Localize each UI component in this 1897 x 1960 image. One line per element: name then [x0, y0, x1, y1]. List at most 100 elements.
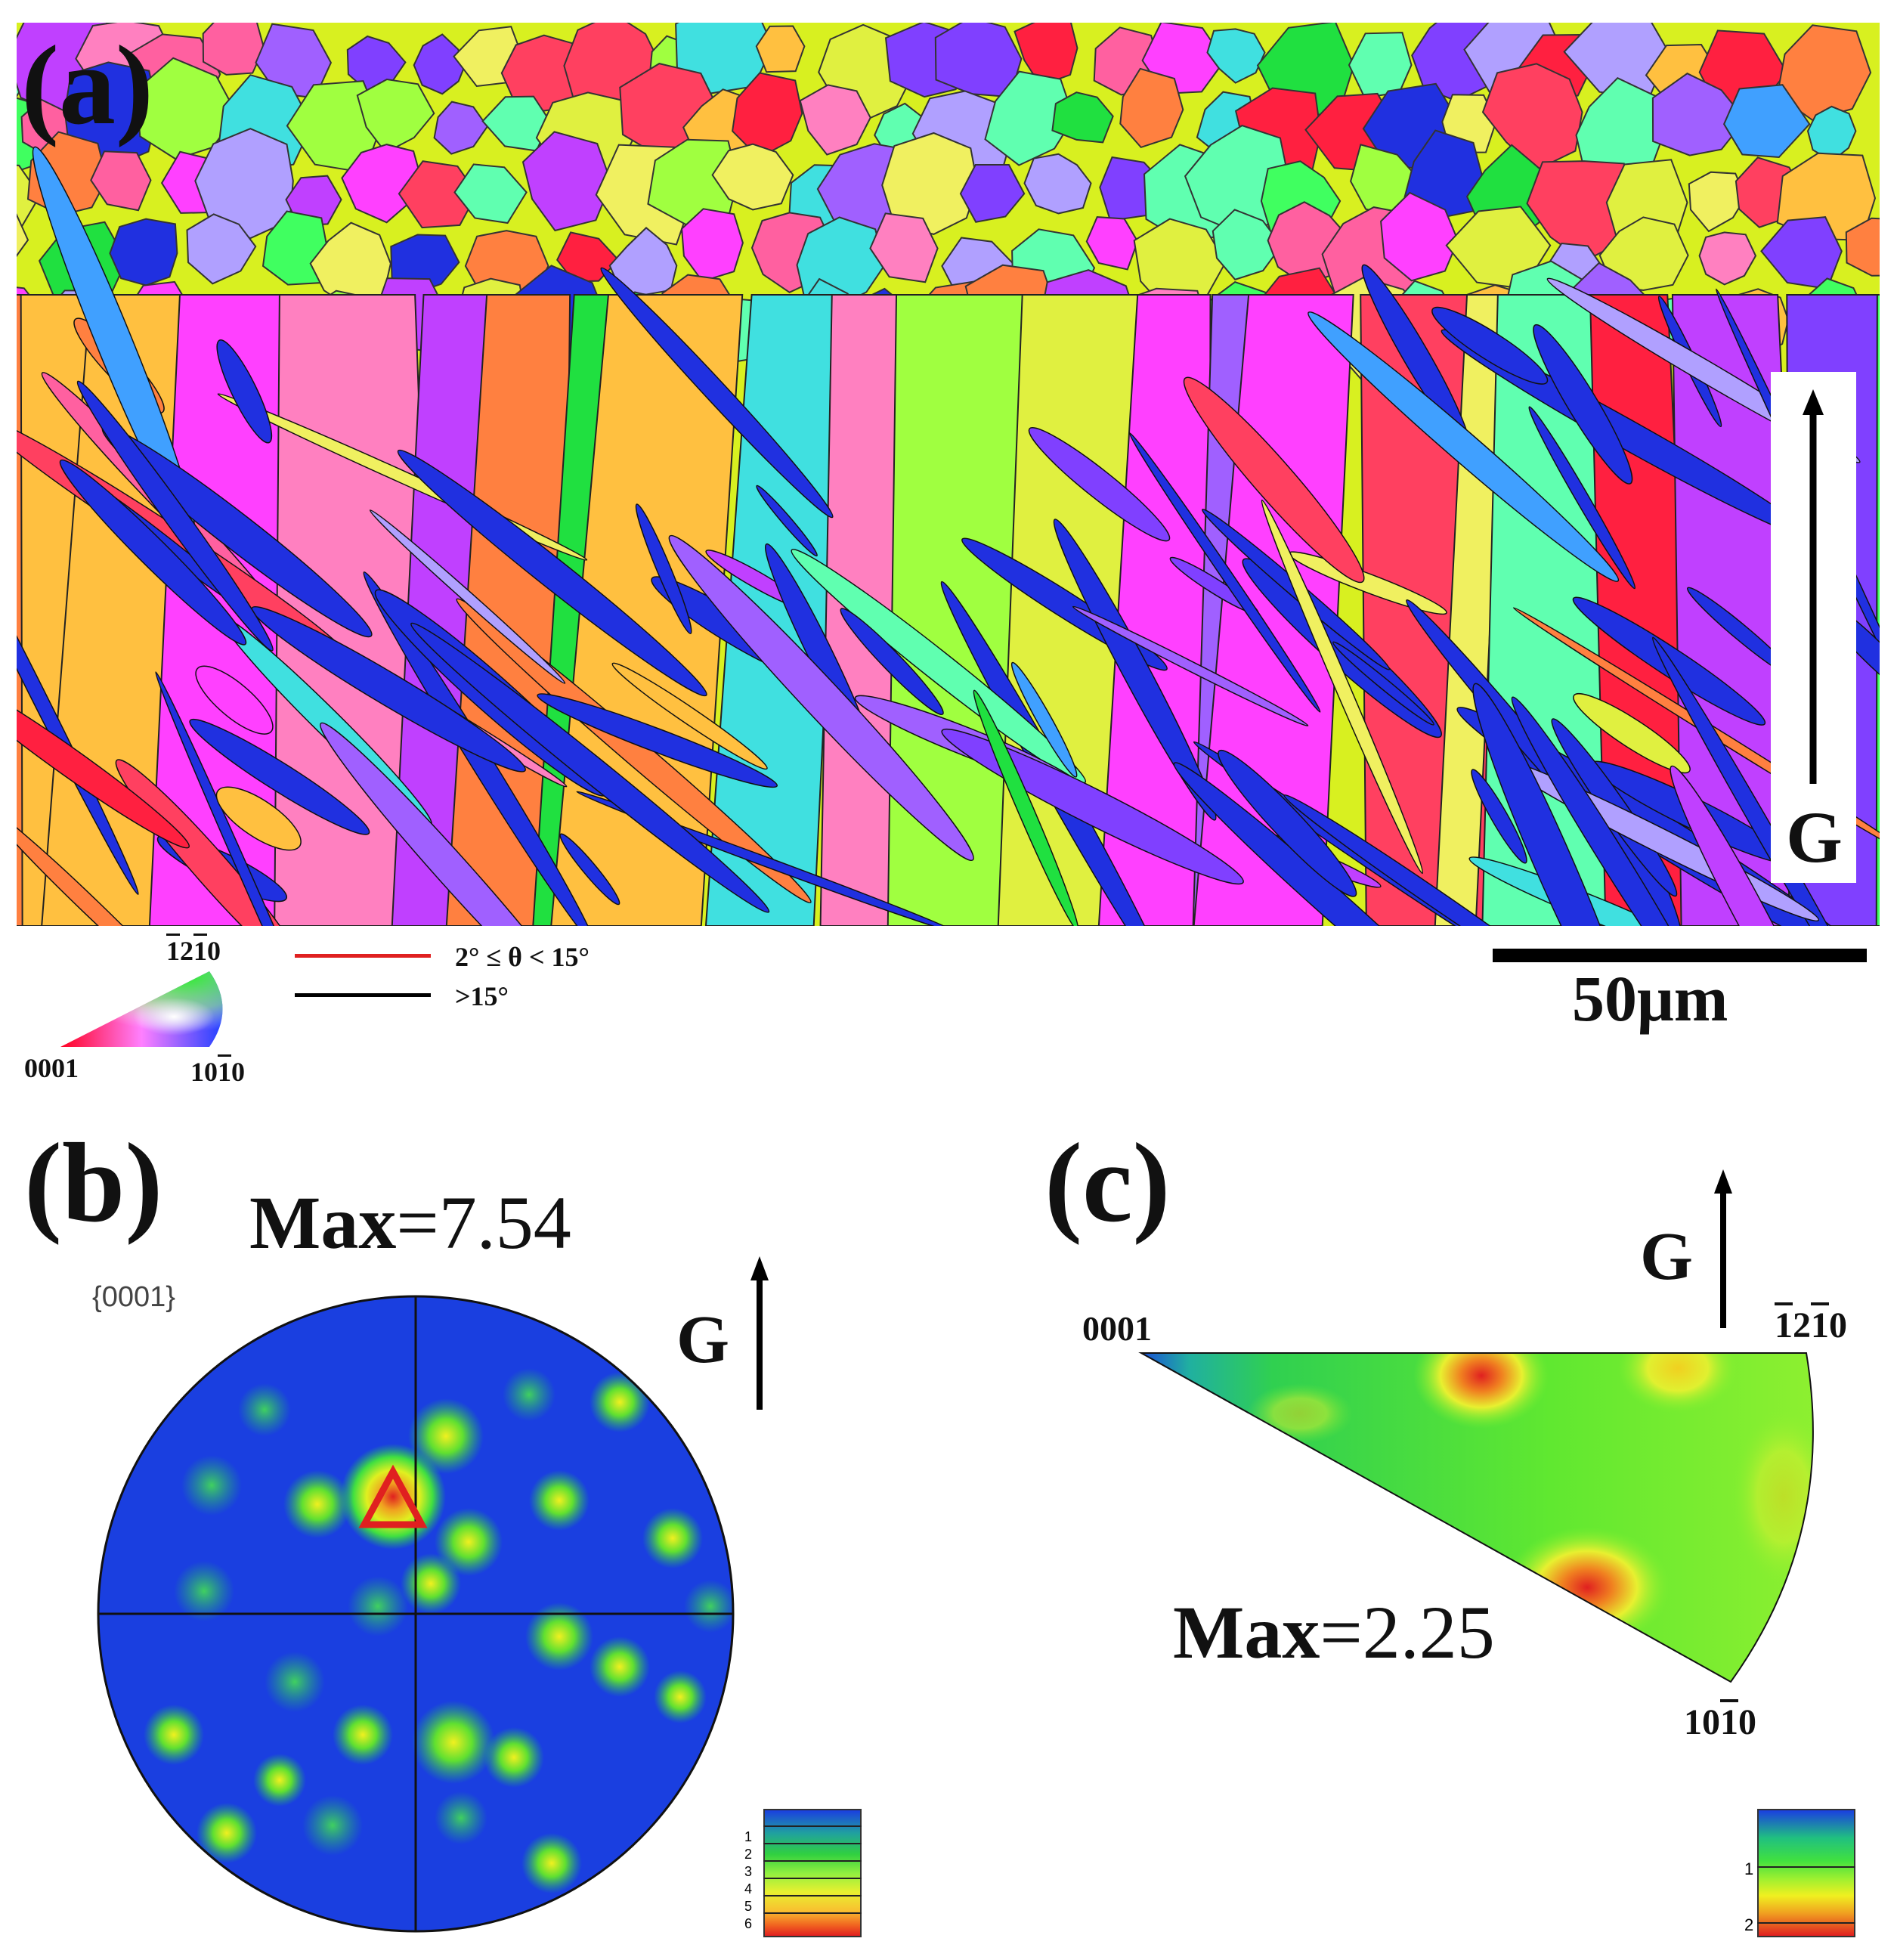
colorbar-b-level-line	[763, 1895, 862, 1897]
equiaxed-grain	[135, 57, 238, 160]
equiaxed-grain	[90, 150, 152, 212]
lamella	[320, 722, 586, 926]
equiaxed-grain	[413, 33, 466, 95]
equiaxed-grain	[1013, 23, 1078, 87]
highlight-triangle	[358, 1464, 428, 1528]
pole-density-spot	[503, 1368, 555, 1421]
lamella	[1332, 641, 1434, 726]
lamella	[369, 509, 566, 684]
colorbar-b-tick: 6	[744, 1916, 753, 1931]
lamella	[1511, 696, 1713, 926]
legend-label-low-angle: 2° ≤ θ < 15°	[455, 942, 590, 972]
equiaxed-grain	[984, 70, 1075, 166]
lamella	[559, 833, 620, 906]
pole-density-spot	[412, 1701, 495, 1784]
lamella	[1472, 683, 1636, 926]
pole-density-spot	[529, 1470, 590, 1531]
pole-density-spot	[348, 1576, 408, 1636]
pole-density-spot	[302, 1795, 363, 1856]
pole-density-spot	[174, 1561, 234, 1621]
pole-density-spot	[642, 1508, 703, 1568]
lamella	[410, 622, 770, 913]
up-arrow-icon	[750, 1256, 769, 1410]
lamella	[17, 676, 190, 849]
colorbar-c-tick-1: 1	[1744, 1859, 1754, 1878]
equiaxed-grain	[1698, 231, 1757, 286]
equiaxed-grain	[433, 101, 488, 155]
colorbar-b-tick: 4	[744, 1881, 753, 1897]
colorbar-b-tick: 3	[744, 1864, 753, 1879]
up-arrow-icon	[1803, 389, 1824, 784]
lamella	[668, 534, 974, 862]
lamella	[1072, 605, 1309, 726]
colorbar-b	[763, 1809, 862, 1937]
pole-density-spot	[525, 1602, 593, 1670]
equiaxed-grain	[1845, 217, 1880, 277]
equiaxed-grain	[1051, 91, 1114, 144]
scale-bar	[1493, 949, 1867, 962]
lamella	[1670, 765, 1830, 926]
equiaxed-grain	[732, 72, 803, 159]
lamella	[941, 728, 1244, 885]
equiaxed-grain	[109, 218, 178, 286]
equiaxed-grain	[1481, 63, 1583, 171]
panel-b-label: (b)	[24, 1120, 163, 1246]
lamella	[1261, 499, 1424, 875]
equiaxed-grain	[1380, 191, 1459, 282]
panel-c-label: (c)	[1044, 1120, 1171, 1246]
equiaxed-grain	[1598, 216, 1689, 292]
ipf-key-top-label: 1210	[166, 936, 221, 966]
lamella	[756, 485, 818, 557]
colorbar-b-tick: 2	[744, 1847, 753, 1862]
lamella	[1128, 432, 1321, 713]
up-arrow-icon	[1714, 1169, 1732, 1328]
lamella	[1533, 324, 1633, 485]
colorbar-b-ticks: 1 2 3 4 5 6	[744, 1820, 761, 1934]
equiaxed-grain	[202, 23, 265, 76]
equiaxed-grain	[398, 160, 478, 229]
ebsd-ipf-map	[17, 23, 1880, 926]
pole-density-spot	[435, 1791, 487, 1844]
ipf-color-key	[54, 964, 236, 1054]
colorbar-c	[1757, 1809, 1855, 1937]
lamella	[1573, 693, 1691, 774]
growth-direction-label-c: G	[1640, 1219, 1694, 1294]
equiaxed-grain	[1722, 84, 1811, 159]
lamella	[397, 449, 707, 697]
lamella	[600, 267, 834, 519]
corner-bottom-label: 1010	[1684, 1702, 1756, 1742]
equiaxed-grain	[1688, 171, 1747, 233]
pole-density-spot	[654, 1670, 707, 1723]
boundary-legend: 2° ≤ θ < 15° >15°	[295, 943, 635, 1011]
lamella	[1183, 376, 1365, 584]
lamella	[251, 605, 526, 773]
growth-direction-box: G	[1771, 372, 1856, 883]
lamella	[1307, 311, 1620, 582]
equiaxed-grain	[1119, 67, 1184, 149]
equiaxed-grain	[755, 25, 806, 73]
equiaxed-grain	[1806, 105, 1857, 163]
equiaxed-grain	[1085, 216, 1139, 271]
equiaxed-grain	[17, 213, 29, 258]
equiaxed-grain	[521, 131, 612, 232]
lamella	[1218, 749, 1357, 897]
growth-direction-label: G	[1786, 797, 1843, 878]
pole-density-spot	[197, 1803, 257, 1863]
corner-top-label: 1210	[1775, 1305, 1847, 1345]
ebsd-map-graphic	[17, 23, 1880, 926]
lamella	[76, 380, 274, 652]
ipf-key-right-label: 1010	[190, 1057, 245, 1087]
inverse-pole-figure	[1134, 1345, 1829, 1693]
colorbar-b-level-line	[763, 1912, 862, 1914]
equiaxed-grain	[1212, 209, 1283, 280]
colorbar-c-tick-2: 2	[1744, 1915, 1754, 1934]
equiaxed-grain	[608, 227, 678, 296]
equiaxed-grain	[341, 144, 422, 224]
pole-density-spot	[590, 1636, 650, 1697]
equiaxed-grain	[1206, 28, 1266, 84]
panel-a-label: (a)	[21, 23, 153, 148]
lamella	[1528, 406, 1636, 590]
pole-density-spot	[181, 1455, 242, 1516]
equiaxed-grain	[1776, 24, 1872, 122]
lamella	[1431, 306, 1549, 385]
